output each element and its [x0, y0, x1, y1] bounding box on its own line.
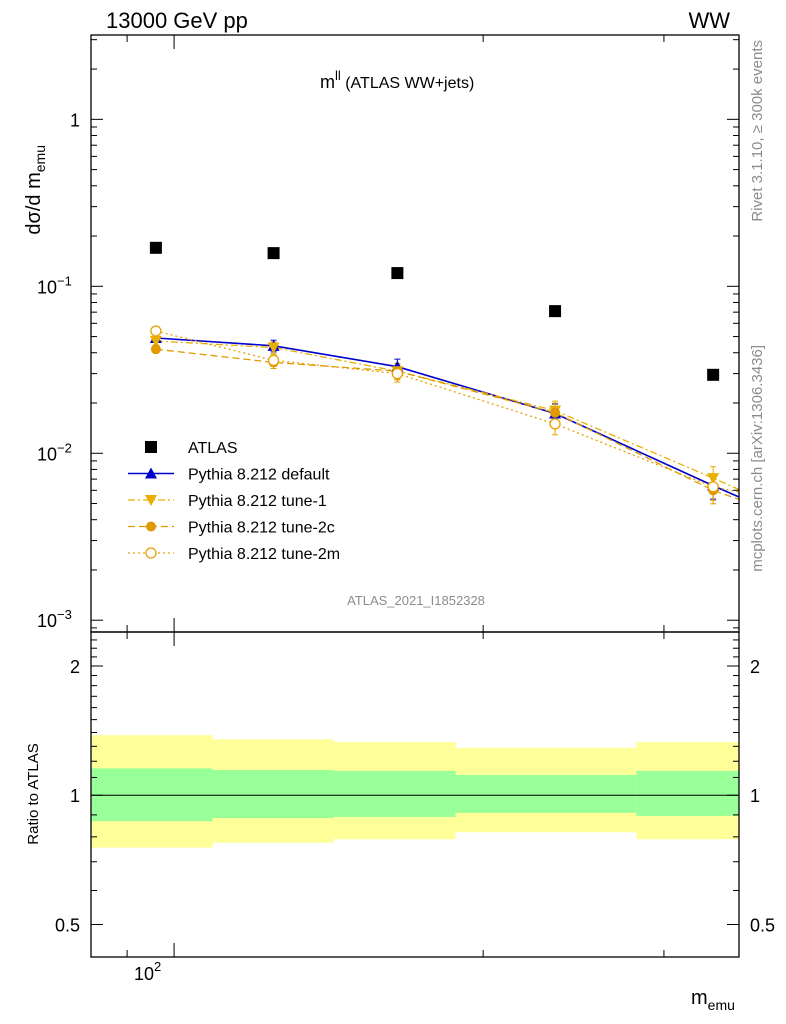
ratio-band-inner [333, 770, 456, 817]
ratio-y-tick-label-left: 0.5 [55, 915, 80, 935]
data-point [267, 354, 280, 367]
data-point [149, 336, 162, 348]
legend-label: Pythia 8.212 default [188, 467, 330, 484]
x-tick-label-exp: 2 [154, 959, 161, 974]
series-line [155, 330, 739, 493]
data-point [549, 305, 562, 318]
main-y-tick-label: 10−3 [37, 607, 72, 631]
data-point [267, 247, 280, 260]
series-line [155, 348, 739, 501]
data-point [707, 473, 720, 485]
ratio-y-tick-label-right: 2 [750, 657, 760, 677]
mcplots-label: mcplots.cern.ch [arXiv:1306.3436] [749, 345, 766, 572]
x-axis-label-main: m [691, 987, 708, 1009]
main-y-tick-label-base: 1 [70, 110, 80, 130]
header-right: WW [688, 8, 730, 33]
main-plot-area [149, 241, 739, 505]
main-series-lines [155, 330, 739, 501]
main-y-axis-label: dσ/d memu [23, 145, 48, 235]
data-point [549, 418, 561, 430]
x-axis-label: memu [691, 987, 735, 1013]
x-tick-label-base: 10 [134, 964, 154, 984]
main-y-tick-label-exp: −1 [57, 273, 72, 288]
legend-label: Pythia 8.212 tune-2c [188, 520, 335, 537]
data-point [707, 481, 719, 493]
legend: ATLAS Pythia 8.212 default Pythia 8.212 tu… [128, 440, 340, 563]
main-y-axis-label-main: dσ/d m [23, 172, 45, 234]
legend-marker [145, 495, 157, 506]
plot-title-rest: (ATLAS WW+jets) [341, 75, 475, 92]
main-markers [149, 241, 720, 496]
main-y-tick-label: 10−1 [37, 273, 72, 297]
main-y-tick-label: 10−2 [37, 440, 72, 464]
ratio-frame [90, 631, 740, 958]
plot-title-main: m [320, 72, 335, 92]
main-y-tick-label: 1 [70, 110, 80, 130]
main-y-tick-label-base: 10 [37, 277, 57, 297]
main-y-tick-label-base: 10 [37, 444, 57, 464]
main-y-axis-label-sub: emu [32, 145, 48, 172]
ratio-y-tick-label-right: 1 [750, 786, 760, 806]
header-left: 13000 GeV pp [106, 8, 248, 33]
plot-title-sup: ll [335, 68, 341, 83]
data-point [707, 368, 720, 381]
data-point [391, 367, 404, 380]
plot-title: mll (ATLAS WW+jets) [320, 68, 474, 92]
ratio-y-tick-label-right: 0.5 [750, 915, 775, 935]
data-point [149, 241, 162, 254]
ratio-axis-ticks: 2 2 1 1 0.5 0.5 [55, 632, 775, 957]
ratio-y-axis-label: Ratio to ATLAS [25, 743, 42, 844]
series-line [155, 340, 739, 491]
main-frame [90, 34, 740, 633]
main-y-tick-label-exp: −2 [57, 440, 72, 455]
legend-marker [145, 467, 157, 479]
analysis-watermark: ATLAS_2021_I1852328 [347, 593, 485, 608]
main-axis-ticks: 110−110−210−3 [37, 35, 739, 632]
legend-marker [146, 521, 156, 532]
data-point [267, 342, 280, 354]
x-tick-label-100: 102 [134, 959, 161, 984]
legend-marker [145, 441, 157, 453]
data-point [550, 407, 561, 418]
main-panel: 110−110−210−3 mll (ATLAS WW+jets) ATLAS_… [23, 34, 740, 633]
ratio-band-inner [212, 769, 334, 819]
main-y-tick-label-base: 10 [37, 611, 57, 631]
ratio-band-inner [455, 774, 637, 813]
ratio-panel: 2 2 1 1 0.5 0.5 Ratio to ATLAS [25, 631, 775, 958]
ratio-uncertainty-bands [91, 735, 739, 848]
ratio-y-tick-label-left: 1 [70, 786, 80, 806]
legend-marker [145, 547, 157, 559]
ratio-y-tick-label-left: 2 [70, 657, 80, 677]
x-axis-label-sub: emu [708, 997, 735, 1013]
ratio-band-inner [636, 770, 739, 816]
series-line [155, 337, 739, 498]
data-point [150, 325, 162, 337]
legend-label: ATLAS [188, 440, 238, 457]
legend-label: Pythia 8.212 tune-1 [188, 493, 327, 510]
data-point [150, 344, 161, 355]
main-y-tick-label-exp: −3 [57, 607, 72, 622]
legend-label: Pythia 8.212 tune-2m [188, 546, 340, 563]
rivet-label: Rivet 3.1.10, ≥ 300k events [749, 40, 766, 222]
data-point [391, 267, 404, 280]
